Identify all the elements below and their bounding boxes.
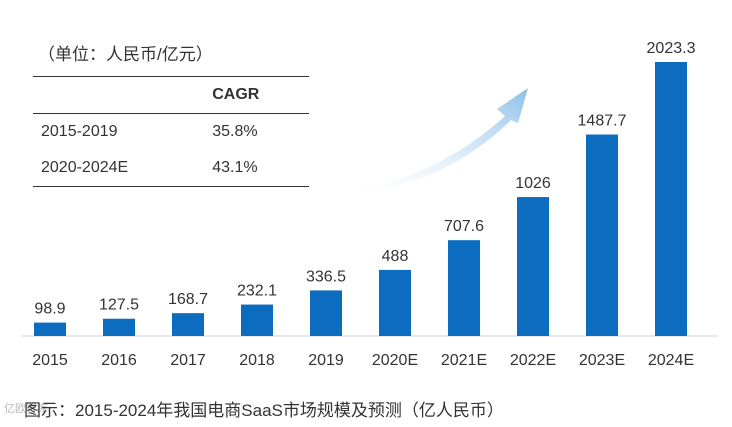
x-tick-label: 2016 bbox=[101, 352, 137, 369]
cagr-table: CAGR 2015-2019 35.8% 2020-2024E 43.1% bbox=[33, 76, 309, 187]
table-row: 2015-2019 35.8% bbox=[33, 114, 309, 151]
bar-value-label: 488 bbox=[382, 248, 409, 265]
bar-value-label: 127.5 bbox=[99, 297, 139, 314]
bar-2016 bbox=[103, 318, 135, 336]
bar-2022E bbox=[517, 197, 549, 336]
cagr-value-cell: 35.8% bbox=[212, 123, 258, 140]
bar-2019 bbox=[310, 290, 342, 336]
x-tick-label: 2017 bbox=[170, 352, 206, 369]
bar-value-label: 707.6 bbox=[444, 218, 484, 235]
x-tick-label: 2021E bbox=[441, 352, 487, 369]
bar-value-label: 2023.3 bbox=[647, 40, 696, 57]
unit-label: （单位：人民币/亿元） bbox=[38, 45, 213, 64]
bars-group: 98.9 2015 127.5 2016 168.7 2017 232.1 2018 336.5… bbox=[32, 40, 695, 369]
x-tick-label: 2019 bbox=[308, 352, 344, 369]
bar-2021E bbox=[448, 240, 480, 336]
bar-value-label: 98.9 bbox=[34, 301, 65, 318]
bar-value-label: 1487.7 bbox=[578, 113, 627, 130]
x-tick-label: 2018 bbox=[239, 352, 275, 369]
bar-2020E bbox=[379, 269, 411, 336]
bar-value-label: 336.5 bbox=[306, 268, 346, 285]
cagr-table-header-row: CAGR bbox=[33, 76, 309, 114]
x-tick-label: 2015 bbox=[32, 352, 68, 369]
x-tick-label: 2023E bbox=[579, 352, 625, 369]
cagr-value-cell: 43.1% bbox=[212, 159, 258, 176]
bar-value-label: 232.1 bbox=[237, 283, 277, 300]
watermark-text: 亿欧智库 bbox=[4, 403, 48, 415]
x-tick-label: 2020E bbox=[372, 352, 418, 369]
cagr-header-value: CAGR bbox=[212, 86, 260, 103]
bar-2023E bbox=[586, 134, 618, 336]
cagr-header-period bbox=[33, 77, 204, 114]
chart-caption: 图示：2015-2024年我国电商SaaS市场规模及预测（亿人民币） bbox=[24, 401, 504, 420]
x-tick-label: 2022E bbox=[510, 352, 556, 369]
growth-arrow bbox=[356, 88, 528, 194]
bar-2017 bbox=[172, 313, 204, 336]
x-tick-label: 2024E bbox=[648, 352, 694, 369]
bar-2015 bbox=[34, 322, 66, 336]
bar-value-label: 168.7 bbox=[168, 291, 208, 308]
bar-2018 bbox=[241, 304, 273, 336]
cagr-period-cell: 2020-2024E bbox=[41, 159, 129, 176]
table-row: 2020-2024E 43.1% bbox=[33, 150, 309, 187]
bar-value-label: 1026 bbox=[515, 175, 551, 192]
cagr-period-cell: 2015-2019 bbox=[41, 123, 118, 140]
bar-2024E bbox=[655, 62, 687, 336]
